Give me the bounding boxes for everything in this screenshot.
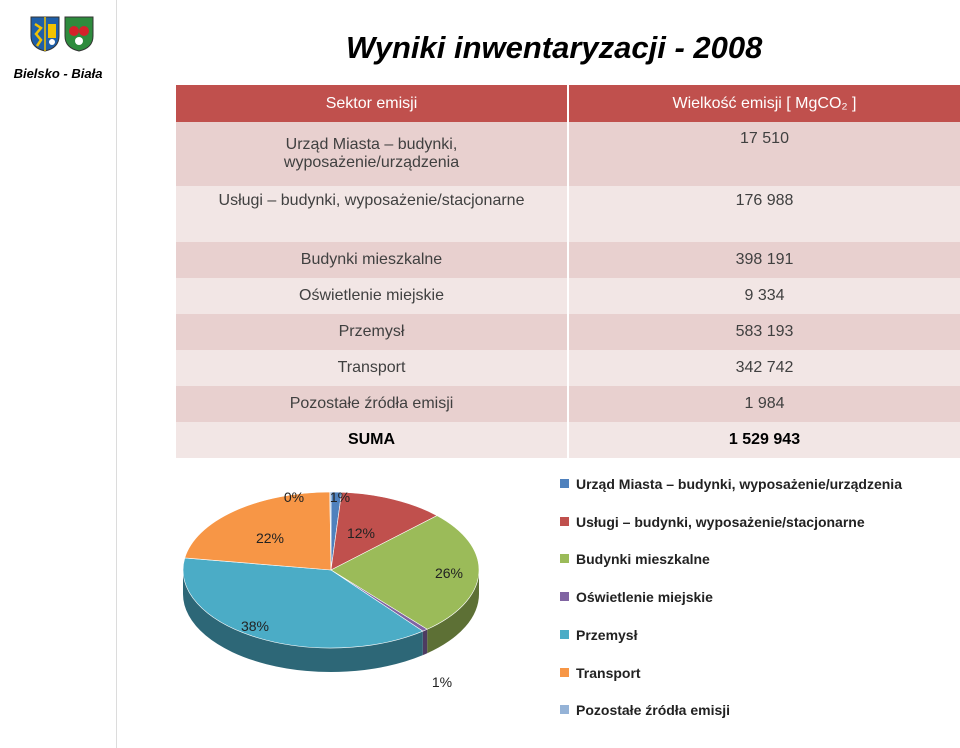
value-cell: 398 191 <box>567 242 960 278</box>
sector-cell: Budynki mieszkalne <box>176 242 568 278</box>
coat-of-arms-biala-icon <box>64 16 94 52</box>
sector-cell: Przemysł <box>176 314 568 350</box>
value-cell: 342 742 <box>567 350 960 386</box>
sum-label-cell: SUMA <box>176 422 568 458</box>
pie-slice-6 <box>184 491 332 571</box>
legend-swatch <box>560 516 569 526</box>
sector-cell: Usługi – budynki, wyposażenie/stacjonarn… <box>176 186 568 242</box>
value-cell: 17 510 <box>567 122 960 186</box>
pie-data-label: 22% <box>256 530 284 546</box>
sum-value-cell: 1 529 943 <box>567 422 960 458</box>
pie-data-label: 12% <box>347 525 375 541</box>
page-title: Wyniki inwentaryzacji - 2008 <box>346 30 763 65</box>
sector-label-line2: wyposażenie/urządzenia <box>283 154 460 171</box>
sector-cell: Oświetlenie miejskie <box>176 278 568 314</box>
table-row: Oświetlenie miejskie 9 334 <box>176 278 960 314</box>
sector-cell: Urząd Miasta – budynki, wyposażenie/urzą… <box>176 122 568 186</box>
legend-swatch <box>560 629 569 639</box>
emissions-table: Sektor emisji Wielkość emisji [ MgCO₂ ] … <box>176 85 960 458</box>
pie-data-label: 38% <box>241 618 269 634</box>
pie-slice-2 <box>330 491 438 571</box>
value-cell: 176 988 <box>567 186 960 242</box>
legend-swatch <box>560 554 569 564</box>
column-header-sector: Sektor emisji <box>176 85 568 122</box>
pie-slice-5 <box>182 557 424 649</box>
legend-label: Oświetlenie miejskie <box>576 589 713 606</box>
table-row: Urząd Miasta – budynki, wyposażenie/urzą… <box>176 122 960 186</box>
emissions-pie-chart: 1% 12% 26% 1% 38% 22% 0% <box>182 489 480 690</box>
table-row: Usługi – budynki, wyposażenie/stacjonarn… <box>176 186 960 242</box>
legend-swatch <box>560 705 569 715</box>
table-row: Transport 342 742 <box>176 350 960 386</box>
legend-label: Transport <box>576 664 641 681</box>
table-row: Przemysł 583 193 <box>176 314 960 350</box>
legend-swatch <box>560 479 569 488</box>
column-header-emission: Wielkość emisji [ MgCO₂ ] <box>567 85 960 122</box>
pie-data-label: 1% <box>432 674 452 690</box>
legend-label: Urząd Miasta – budynki, wyposażenie/urzą… <box>576 476 902 492</box>
sidebar: Bielsko - Biała <box>0 0 117 748</box>
table-row: Pozostałe źródła emisji 1 984 <box>176 386 960 422</box>
sector-cell: Pozostałe źródła emisji <box>176 386 568 422</box>
sector-label-line1: Urząd Miasta – budynki, <box>285 136 458 153</box>
pie-slice-3 <box>330 515 480 630</box>
legend-swatch <box>560 592 569 602</box>
pie-slice-side-3 <box>427 570 479 654</box>
pie-data-label: 1% <box>330 489 350 505</box>
value-cell: 1 984 <box>567 386 960 422</box>
legend-label: Przemysł <box>576 626 638 643</box>
pie-data-label: 26% <box>435 565 463 581</box>
legend-label: Budynki mieszkalne <box>576 551 710 568</box>
city-name: Bielsko - Biała <box>13 66 103 81</box>
table-row-sum: SUMA 1 529 943 <box>176 422 960 458</box>
coat-of-arms-bielsko-icon <box>30 16 60 52</box>
pie-slice-side-4 <box>422 629 428 656</box>
legend-label: Pozostałe źródła emisji <box>576 702 731 719</box>
pie-slice-7 <box>329 491 332 571</box>
legend-swatch <box>560 667 569 677</box>
value-cell: 583 193 <box>567 314 960 350</box>
legend-label: Usługi – budynki, wyposażenie/stacjonarn… <box>576 513 865 530</box>
table-row: Budynki mieszkalne 398 191 <box>176 242 960 278</box>
sector-cell: Transport <box>176 350 568 386</box>
table-header-row: Sektor emisji Wielkość emisji [ MgCO₂ ] <box>176 85 960 122</box>
value-cell: 9 334 <box>567 278 960 314</box>
pie-data-label: 0% <box>284 489 304 505</box>
